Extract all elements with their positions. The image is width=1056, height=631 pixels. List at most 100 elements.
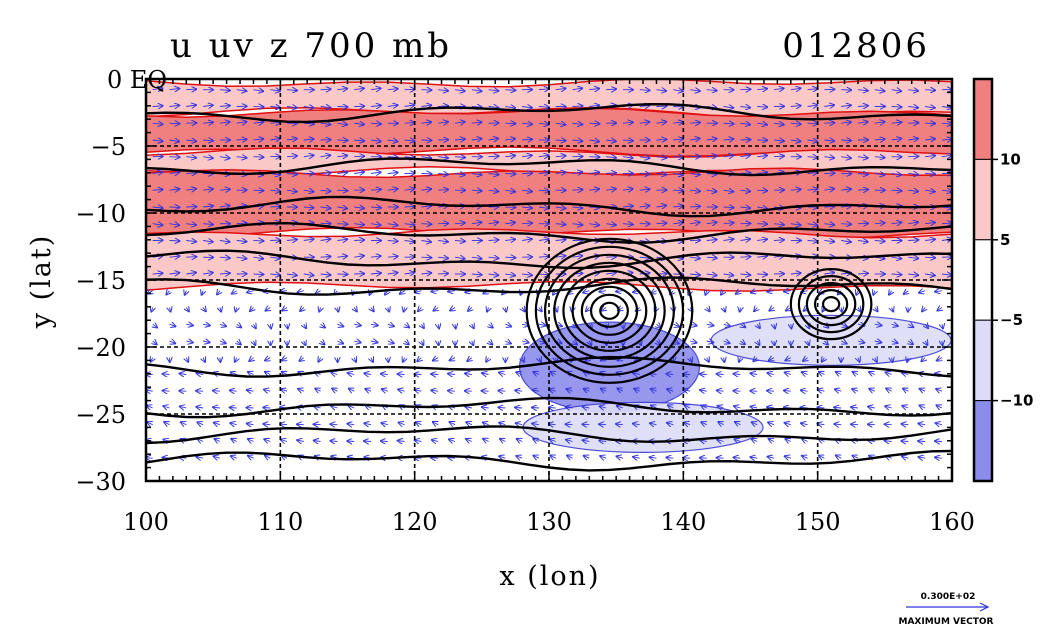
wind-vector [348, 373, 355, 375]
wind-vector [639, 105, 650, 106]
wind-vector [450, 422, 455, 425]
wind-vector [925, 156, 935, 157]
wind-vector [314, 441, 321, 442]
wind-vector [448, 391, 456, 392]
wind-vector [405, 324, 410, 327]
wind-vector [824, 157, 834, 158]
wind-vector [857, 190, 868, 191]
wind-vector [785, 439, 790, 442]
wind-vector [908, 257, 918, 258]
wind-vector [219, 90, 230, 91]
wind-vector [465, 373, 472, 374]
wind-vector [533, 456, 539, 459]
wind-vector [790, 273, 801, 274]
wind-vector [617, 456, 624, 458]
wind-vector [707, 358, 709, 362]
wind-vector [521, 341, 529, 343]
wind-vector [152, 172, 163, 174]
wind-vector [908, 341, 913, 344]
wind-vector [656, 206, 667, 208]
wind-vector [147, 422, 152, 425]
wind-vector [471, 257, 482, 259]
wind-vector [817, 408, 825, 409]
wind-vector [488, 257, 499, 258]
wind-vector [186, 173, 196, 174]
wind-vector [801, 423, 808, 425]
wind-vector [925, 190, 935, 192]
wind-vector [337, 256, 347, 257]
wind-vector [236, 157, 247, 158]
wind-vector [438, 190, 448, 191]
wind-vector [370, 324, 378, 325]
colorbar-segment [973, 239, 993, 321]
wind-vector [203, 206, 213, 207]
wind-vector [522, 107, 532, 108]
wind-vector [364, 441, 372, 442]
wind-vector [606, 224, 616, 225]
wind-vector [186, 241, 196, 242]
wind-vector [757, 156, 767, 157]
wind-vector [740, 123, 750, 124]
wind-vector [937, 358, 942, 361]
wind-vector [533, 439, 540, 442]
wind-vector [891, 190, 902, 191]
wind-vector [354, 308, 357, 312]
wind-vector [203, 224, 213, 225]
wind-vector [265, 456, 270, 459]
wind-vector [773, 123, 784, 124]
wind-vector [767, 291, 775, 292]
wind-vector [673, 139, 683, 140]
wind-vector [555, 256, 566, 257]
wind-vector [169, 241, 180, 242]
wind-vector [757, 341, 759, 345]
wind-vector [555, 156, 566, 157]
wind-vector [785, 456, 791, 458]
wind-vector [908, 324, 913, 327]
wind-vector [253, 190, 264, 191]
wind-vector [824, 189, 834, 191]
wind-vector [431, 390, 439, 391]
wind-vector [169, 256, 180, 257]
wind-vector [706, 240, 717, 241]
low-contour-1 [813, 289, 849, 320]
wind-vector [166, 291, 169, 295]
wind-vector [471, 107, 482, 108]
wind-vector [203, 241, 213, 242]
wind-vector [801, 390, 808, 391]
wind-vector [891, 341, 898, 343]
wind-vector [937, 308, 942, 311]
wind-vector [706, 156, 717, 157]
wind-vector [549, 389, 556, 391]
wind-vector [487, 308, 489, 312]
wind-vector [606, 173, 616, 174]
wind-vector [280, 424, 288, 425]
wind-vector [219, 257, 230, 258]
wind-vector [601, 389, 606, 392]
wind-vector [421, 324, 424, 328]
wind-vector [583, 407, 590, 408]
wind-vector [740, 89, 750, 90]
wind-vector [321, 341, 325, 345]
wind-vector [589, 224, 599, 226]
wind-vector [904, 291, 909, 294]
wind-vector [219, 324, 226, 326]
wind-vector [673, 174, 683, 176]
wind-vector [572, 224, 583, 225]
wind-vector [248, 372, 254, 375]
wind-vector [773, 224, 784, 225]
wind-vector [522, 123, 532, 124]
wind-vector [202, 291, 204, 295]
wind-vector [700, 440, 707, 441]
wind-vector [942, 324, 943, 328]
wind-vector [465, 407, 472, 409]
wind-vector [723, 239, 734, 240]
wind-vector [303, 190, 314, 192]
wind-vector [337, 172, 347, 173]
wind-vector [398, 441, 405, 442]
wind-vector [454, 157, 465, 158]
wind-vector [286, 174, 297, 175]
wind-vector [488, 240, 499, 241]
wind-vector [219, 206, 230, 207]
wind-vector [186, 89, 196, 90]
wind-vector [807, 105, 818, 106]
